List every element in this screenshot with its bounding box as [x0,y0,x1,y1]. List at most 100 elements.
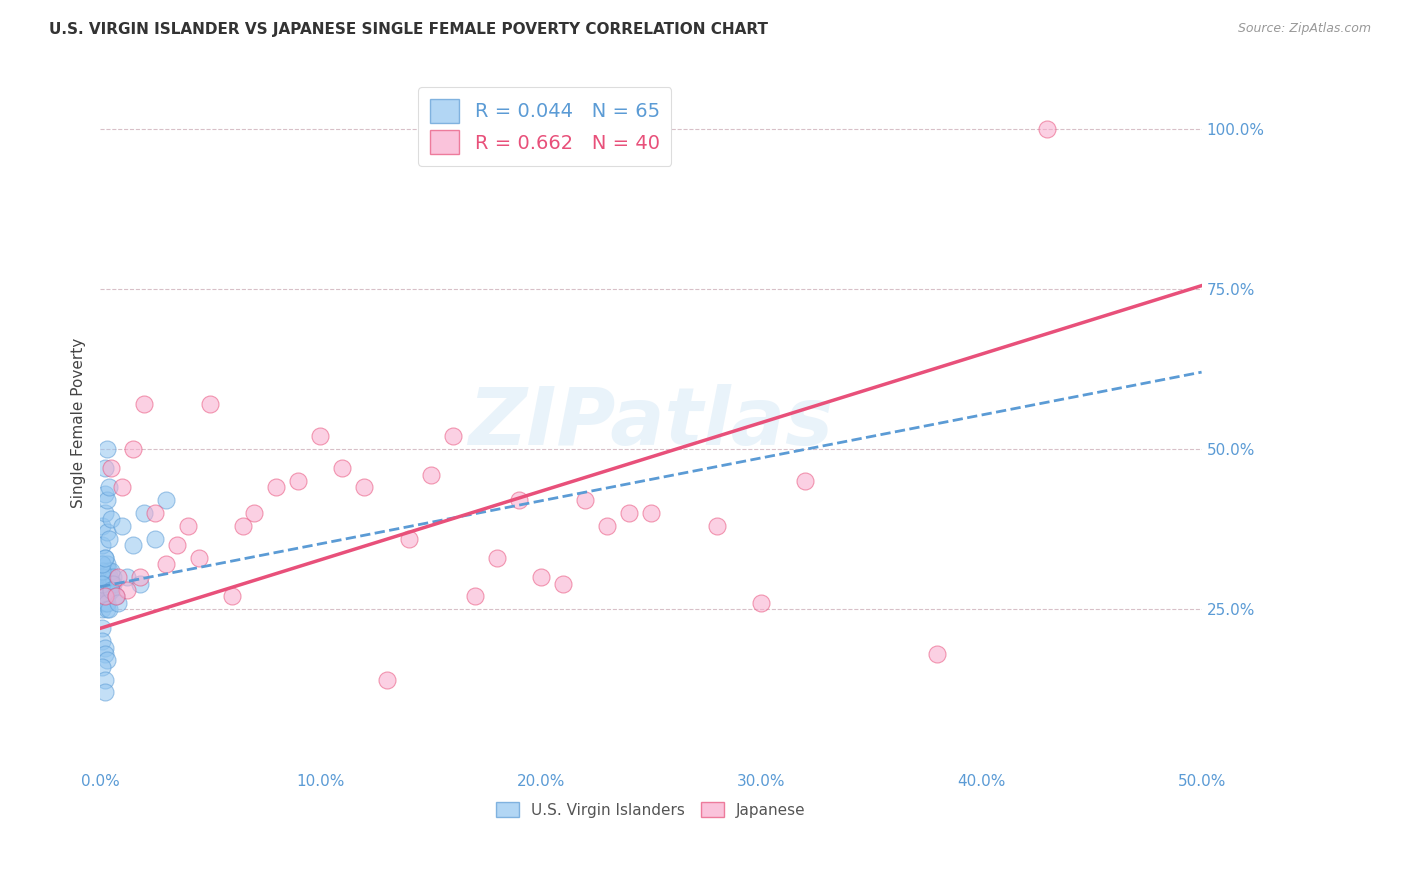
Point [96,590,118,604]
Point [122,442,145,456]
Point [96,525,118,540]
Point [93,685,115,699]
Point [96,442,118,456]
Point [103,576,125,591]
Point [103,570,125,584]
Point [530,570,553,584]
Legend: U.S. Virgin Islanders, Japanese: U.S. Virgin Islanders, Japanese [491,796,811,824]
Point [111,480,134,494]
Point [93,673,115,687]
Point [107,596,129,610]
Point [398,532,420,546]
Point [128,570,150,584]
Point [97,480,120,494]
Point [419,467,441,482]
Point [91,634,114,648]
Point [91,621,114,635]
Point [97,576,120,591]
Point [143,506,166,520]
Point [91,570,114,584]
Point [93,570,115,584]
Point [91,582,114,597]
Point [134,397,156,411]
Point [111,519,134,533]
Point [91,564,114,578]
Point [596,519,619,533]
Point [749,596,772,610]
Point [309,429,332,443]
Point [96,570,118,584]
Point [97,602,120,616]
Point [441,429,464,443]
Point [91,596,114,610]
Point [794,474,817,488]
Point [97,564,120,578]
Point [100,582,122,597]
Point [93,647,115,661]
Point [96,493,118,508]
Point [93,582,115,597]
Point [100,512,122,526]
Point [221,590,243,604]
Point [93,590,115,604]
Point [104,590,127,604]
Point [485,550,508,565]
Point [93,487,115,501]
Point [287,474,309,488]
Point [1036,121,1059,136]
Point [93,596,115,610]
Point [143,532,166,546]
Point [91,576,114,591]
Text: Source: ZipAtlas.com: Source: ZipAtlas.com [1237,22,1371,36]
Point [104,590,127,604]
Point [97,570,120,584]
Point [464,590,486,604]
Point [232,519,254,533]
Point [166,538,188,552]
Point [640,506,662,520]
Point [96,564,118,578]
Point [177,519,200,533]
Point [93,564,115,578]
Point [93,461,115,475]
Point [91,519,114,533]
Point [115,582,138,597]
Point [91,590,114,604]
Point [128,576,150,591]
Point [91,558,114,572]
Point [107,570,129,584]
Point [100,582,122,597]
Point [93,640,115,655]
Point [353,480,375,494]
Point [96,653,118,667]
Point [122,538,145,552]
Point [508,493,530,508]
Point [155,558,177,572]
Point [96,582,118,597]
Point [332,461,354,475]
Y-axis label: Single Female Poverty: Single Female Poverty [72,338,86,508]
Point [96,576,118,591]
Point [155,493,177,508]
Point [97,582,120,597]
Point [188,550,211,565]
Point [706,519,728,533]
Point [91,660,114,674]
Point [93,506,115,520]
Point [93,550,115,565]
Point [243,506,266,520]
Point [375,673,398,687]
Point [93,590,115,604]
Point [93,576,115,591]
Point [97,532,120,546]
Point [91,538,114,552]
Text: U.S. VIRGIN ISLANDER VS JAPANESE SINGLE FEMALE POVERTY CORRELATION CHART: U.S. VIRGIN ISLANDER VS JAPANESE SINGLE … [49,22,768,37]
Point [266,480,288,494]
Point [91,570,114,584]
Point [115,570,138,584]
Point [100,461,122,475]
Point [551,576,574,591]
Point [93,550,115,565]
Point [96,558,118,572]
Point [617,506,640,520]
